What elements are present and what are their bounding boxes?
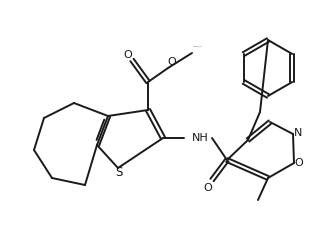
Text: methyl_end: methyl_end [194,45,202,47]
Text: NH: NH [192,133,208,143]
Text: O: O [203,183,213,193]
Text: O: O [295,158,303,168]
Text: N: N [294,128,302,138]
Text: S: S [115,166,123,178]
Text: O: O [124,50,132,60]
Text: O: O [168,57,176,67]
